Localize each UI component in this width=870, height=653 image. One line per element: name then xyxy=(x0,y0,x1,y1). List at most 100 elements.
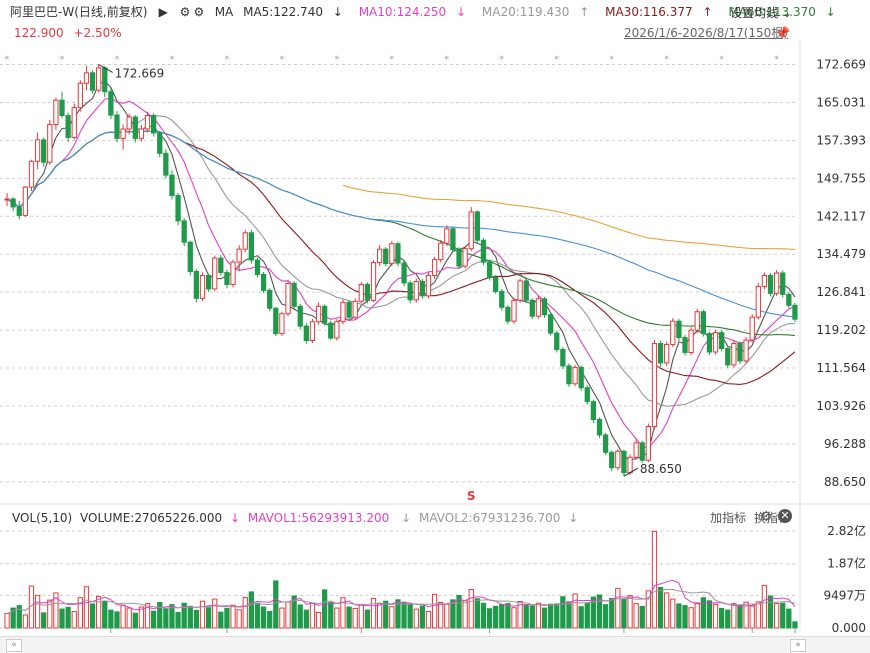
volume-bar xyxy=(615,587,621,629)
gear-icon[interactable]: ⚙ xyxy=(760,509,773,525)
volume-bar xyxy=(157,602,163,629)
candle-body xyxy=(767,274,774,294)
volume-bar xyxy=(737,604,743,629)
gear-icon[interactable]: ⚙ xyxy=(179,5,191,19)
y-tick-label: 172.669 xyxy=(816,58,866,72)
vol-tick-label: 1.87亿 xyxy=(827,556,866,571)
volume-bar xyxy=(511,607,517,629)
volume-bar xyxy=(590,596,597,629)
close-icon[interactable]: ✕ xyxy=(778,509,792,523)
candle-body xyxy=(364,283,371,301)
candle-body xyxy=(541,298,548,316)
timeline-scrollbar[interactable]: « » xyxy=(0,636,870,653)
ma20-line xyxy=(6,114,795,407)
volume-bar xyxy=(144,603,151,629)
candle xyxy=(16,200,22,220)
candle-body xyxy=(401,262,407,284)
event-marker: * xyxy=(170,55,175,65)
candle xyxy=(554,330,560,353)
candle xyxy=(102,66,108,98)
candle xyxy=(743,337,749,364)
candle-body xyxy=(334,321,340,339)
candle xyxy=(670,318,676,348)
candle xyxy=(639,440,645,464)
ma250-line xyxy=(342,184,795,250)
volume-bar xyxy=(370,597,377,629)
current-price: 122.900 xyxy=(14,26,64,40)
scroll-left-button[interactable]: « xyxy=(6,639,22,652)
volume-bar xyxy=(792,621,798,629)
candle-body xyxy=(230,261,236,285)
volume-bar xyxy=(749,605,755,629)
candle-body xyxy=(187,241,193,273)
y-tick-label: 142.117 xyxy=(816,209,866,223)
candle xyxy=(535,295,542,319)
candle xyxy=(529,298,535,320)
ma60-value: MA60:113.370 ↓ xyxy=(728,5,836,19)
ma5-value: MA5:122.740 ↓ xyxy=(243,5,343,19)
volume-bar xyxy=(780,602,786,629)
candle-body xyxy=(609,451,615,469)
candle xyxy=(267,288,273,312)
candle-body xyxy=(474,211,480,241)
candle xyxy=(273,306,279,337)
candle xyxy=(584,385,590,405)
candle-body xyxy=(108,91,114,116)
volume-bar xyxy=(444,603,450,629)
candle xyxy=(132,115,138,143)
candle xyxy=(712,329,719,355)
event-marker: * xyxy=(225,55,230,65)
candle xyxy=(352,298,358,320)
candle-body xyxy=(444,228,450,244)
volume-bar xyxy=(132,612,138,629)
mavol2-value: ↓ MAVOL2:67931236.700 ↓ xyxy=(401,511,579,525)
volume-bar xyxy=(352,607,358,629)
candle-body xyxy=(328,322,334,339)
candle xyxy=(144,111,151,133)
candle-body xyxy=(83,72,90,84)
candle xyxy=(224,269,230,289)
candle-body xyxy=(28,160,35,188)
candle xyxy=(218,255,224,276)
candle-body xyxy=(731,343,737,366)
volume-bar xyxy=(627,595,633,629)
candle xyxy=(376,245,383,267)
candle xyxy=(700,309,706,337)
candle xyxy=(358,281,364,304)
ma-settings-button[interactable]: 设置均线 ⌄ xyxy=(730,6,792,20)
play-icon[interactable]: ▶ xyxy=(158,5,168,19)
candle-body xyxy=(138,128,145,139)
y-tick-label: 126.841 xyxy=(816,285,866,299)
candle xyxy=(602,432,609,456)
candle-body xyxy=(535,298,542,317)
candle-body xyxy=(297,305,303,327)
event-marker: * xyxy=(500,55,505,65)
volume-legend: VOL(5,10) VOLUME:27065226.000 ↓ MAVOL1:5… xyxy=(0,508,870,528)
scroll-right-button[interactable]: » xyxy=(790,639,806,652)
volume-bar xyxy=(193,609,200,629)
volume-bar xyxy=(786,608,792,629)
event-marker: * xyxy=(390,55,395,65)
volume-bar xyxy=(285,601,291,629)
volume-bar xyxy=(83,586,90,629)
candle xyxy=(205,273,212,292)
candle xyxy=(792,302,798,323)
candle-body xyxy=(267,289,273,309)
date-range[interactable]: 2026/1/6-2026/8/17(150根) xyxy=(623,26,788,40)
candle xyxy=(731,340,737,368)
candle xyxy=(749,314,755,343)
candle-body xyxy=(499,290,505,308)
candle-body xyxy=(780,272,786,295)
pin-icon[interactable]: 📌 xyxy=(775,26,790,40)
volume-bar xyxy=(267,610,273,629)
volume-bar xyxy=(712,603,719,629)
volume-bar xyxy=(413,608,419,629)
gear-small-icon[interactable]: ⚙ xyxy=(193,5,205,19)
candle xyxy=(248,229,254,264)
ma10-value: MA10:124.250 ↓ xyxy=(358,5,467,19)
add-indicator-button[interactable]: 加指标 xyxy=(710,511,747,525)
volume-bar xyxy=(16,605,22,629)
candle xyxy=(157,130,163,158)
candle-body xyxy=(224,272,230,285)
